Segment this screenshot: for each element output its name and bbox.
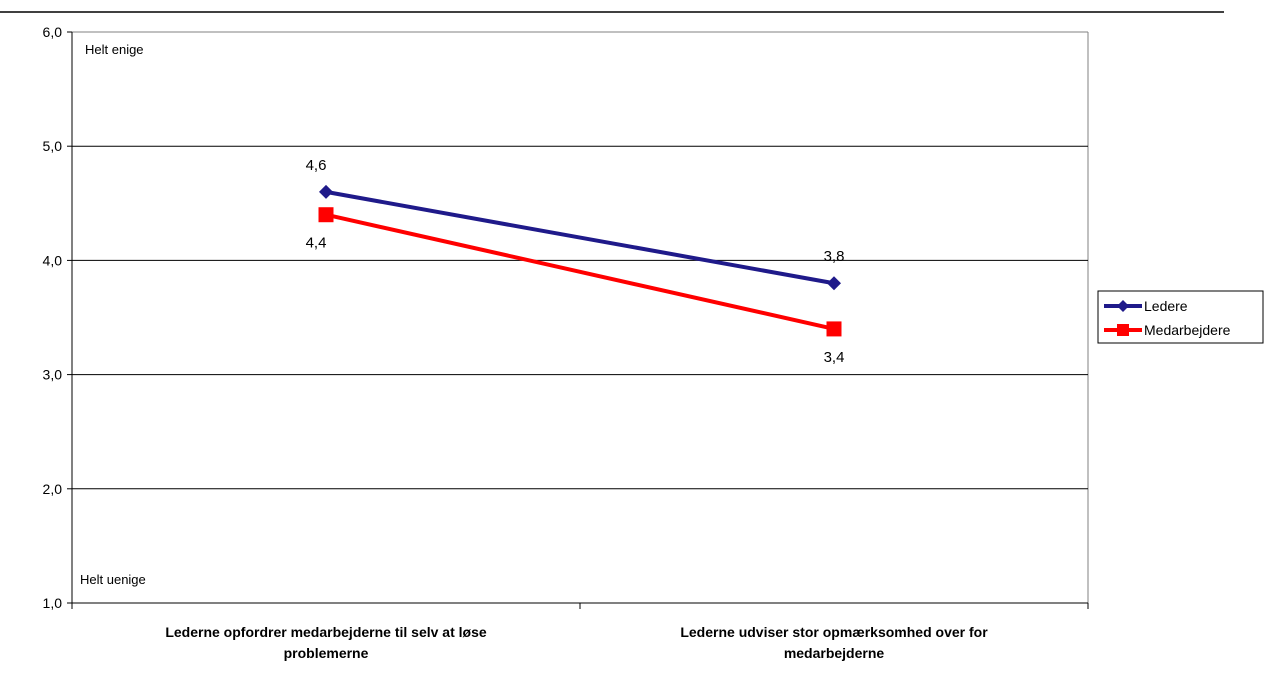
x-category-label: problemerne bbox=[284, 645, 369, 661]
data-point bbox=[319, 184, 333, 199]
y-tick-label: 3,0 bbox=[43, 367, 63, 383]
legend-item-ledere: Ledere bbox=[1104, 298, 1188, 314]
x-category-label: medarbejderne bbox=[784, 645, 885, 661]
legend-label: Medarbejdere bbox=[1144, 322, 1231, 338]
data-point bbox=[318, 207, 334, 223]
series-group: 4,6 3,8 4,4 3,4 bbox=[306, 157, 845, 366]
legend-swatch-marker bbox=[1117, 324, 1129, 336]
legend-item-medarbejdere: Medarbejdere bbox=[1104, 322, 1231, 338]
y-tick-label: 6,0 bbox=[43, 24, 63, 40]
annotation-bottom: Helt uenige bbox=[80, 572, 146, 587]
data-point bbox=[827, 276, 841, 291]
series-line bbox=[325, 212, 835, 331]
data-label: 3,8 bbox=[824, 248, 845, 265]
series-medarbejdere: 4,4 3,4 bbox=[306, 207, 845, 366]
x-category-label: Lederne opfordrer medarbejderne til selv… bbox=[165, 624, 487, 640]
legend-label: Ledere bbox=[1144, 298, 1188, 314]
annotation-top: Helt enige bbox=[85, 42, 144, 57]
data-label: 3,4 bbox=[824, 349, 845, 366]
axes bbox=[71, 32, 1089, 609]
x-axis-categories: Lederne opfordrer medarbejderne til selv… bbox=[165, 624, 988, 661]
y-tick-label: 5,0 bbox=[43, 138, 63, 154]
x-category-label: Lederne udviser stor opmærksomhed over f… bbox=[680, 624, 988, 640]
gridlines bbox=[72, 31, 1089, 603]
series-line bbox=[325, 189, 835, 286]
y-axis-ticks: 1,0 2,0 3,0 4,0 5,0 6,0 bbox=[43, 24, 72, 611]
data-point bbox=[826, 321, 842, 337]
y-tick-label: 2,0 bbox=[43, 481, 63, 497]
y-tick-label: 4,0 bbox=[43, 252, 63, 268]
series-ledere: 4,6 3,8 bbox=[306, 157, 845, 291]
legend: Ledere Medarbejdere bbox=[1097, 290, 1264, 344]
legend-swatch-marker bbox=[1117, 300, 1129, 312]
data-label: 4,6 bbox=[306, 157, 327, 174]
data-label: 4,4 bbox=[306, 235, 327, 252]
y-tick-label: 1,0 bbox=[43, 595, 63, 611]
